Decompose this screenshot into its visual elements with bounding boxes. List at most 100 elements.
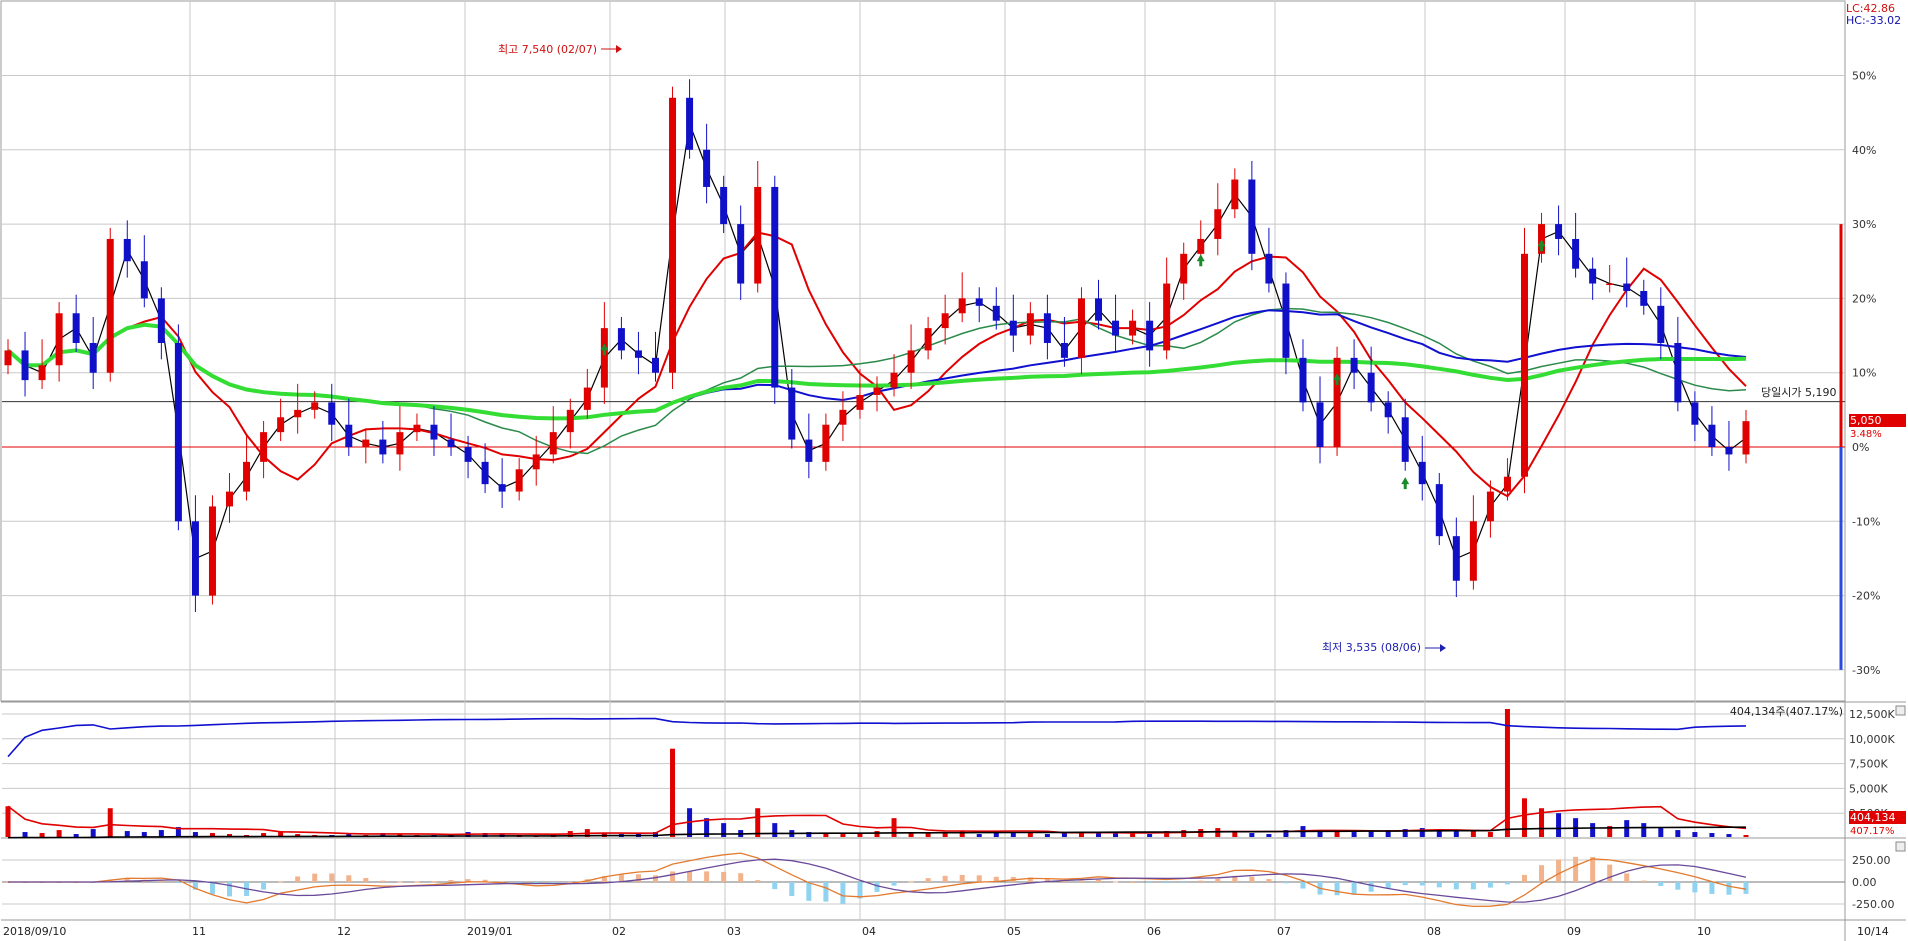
oscillator-bar <box>1402 882 1408 886</box>
volume-bar <box>925 833 931 837</box>
oscillator-bar <box>840 882 846 904</box>
volume-bar <box>227 834 233 837</box>
volume-indicator-line <box>7 826 1746 839</box>
oscillator-bar <box>499 881 505 883</box>
oscillator-bar <box>721 871 727 882</box>
candle <box>1367 346 1375 412</box>
volume-panel-toggle-icon[interactable] <box>1895 705 1906 716</box>
candle <box>1401 398 1409 471</box>
volume-bar <box>73 834 79 837</box>
buy-arrow-icon <box>1333 373 1342 386</box>
oscillator-bar <box>1283 882 1289 884</box>
candle <box>294 383 302 434</box>
volume-bar <box>482 833 488 837</box>
candle <box>157 287 165 360</box>
oscillator-bar <box>1027 877 1033 882</box>
volume-bar <box>1078 832 1084 837</box>
oscillator-bar <box>1078 880 1084 882</box>
high-arrow-icon <box>616 45 622 53</box>
cumulative-volume-label: 404,134주(407.17%) <box>1730 705 1843 718</box>
candle <box>1163 257 1171 360</box>
price-y-axis-labels: 50% 40% 30% 20% 10% 0% -10% -20% -30% <box>1852 70 1880 677</box>
oscillator-bar <box>380 880 386 882</box>
volume-bar <box>1266 834 1272 837</box>
volume-bar <box>1521 798 1527 837</box>
candle <box>1469 495 1477 590</box>
volume-bar <box>1147 834 1153 837</box>
time-axis-label: 10/14 <box>1857 925 1889 938</box>
candle <box>1589 257 1597 300</box>
price-y-tick-label: -10% <box>1852 515 1880 528</box>
time-axis-label: 09 <box>1567 925 1581 938</box>
volume-bar <box>652 832 658 837</box>
oscillator-bar <box>1539 865 1545 882</box>
candle <box>1503 458 1511 501</box>
oscillator-bar <box>295 876 301 882</box>
time-axis-label: 11 <box>192 925 206 938</box>
volume-bar <box>1436 830 1442 837</box>
oscillator-bar <box>312 873 318 882</box>
candle <box>1316 376 1324 464</box>
oscillator-bar <box>1061 880 1067 882</box>
candle <box>1095 279 1103 330</box>
oscillator-bar <box>414 881 420 883</box>
volume-bar <box>295 834 301 837</box>
price-y-tick-label: -30% <box>1852 664 1880 677</box>
volume-bar <box>704 818 710 837</box>
oscillator-bar <box>1590 857 1596 882</box>
candle <box>21 331 29 397</box>
oscillator-bar <box>806 882 812 901</box>
candle <box>583 368 591 419</box>
oscillator-bar <box>1181 882 1187 883</box>
candle <box>907 324 915 390</box>
oscillator-bar <box>1096 879 1102 882</box>
time-axis-labels: 2018/09/10 11 12 2019/01 02 03 04 05 06 07 08 09 10 1… <box>3 925 1889 938</box>
oscillator-bar <box>1215 878 1221 882</box>
oscillator-panel-toggle-icon[interactable] <box>1895 841 1906 852</box>
candle <box>617 316 625 360</box>
candle <box>1520 227 1528 494</box>
volume-bar <box>192 832 198 837</box>
volume-bar <box>823 833 829 837</box>
candle <box>226 473 234 523</box>
volume-bar <box>908 832 914 837</box>
candle <box>975 287 983 323</box>
time-axis-label: 03 <box>727 925 741 938</box>
oscillator-bar <box>993 876 999 882</box>
candle <box>532 435 540 486</box>
candle <box>1623 257 1631 308</box>
oscillator-y-tick-label: -250.00 <box>1852 898 1894 911</box>
candle <box>413 413 421 442</box>
volume-bar <box>1096 833 1102 837</box>
volume-bar <box>942 832 948 837</box>
oscillator-bar <box>1249 876 1255 882</box>
candle <box>345 398 353 456</box>
candle <box>1572 212 1580 278</box>
oscillator-bar <box>550 882 556 884</box>
oscillator-bar <box>772 882 778 890</box>
oscillator-bar <box>1624 873 1630 882</box>
candle <box>447 413 455 456</box>
oscillator-bar <box>209 882 215 895</box>
candle <box>1606 264 1614 293</box>
oscillator-bar <box>1709 882 1715 894</box>
candle <box>430 406 438 456</box>
candle <box>634 331 642 375</box>
volume-bar <box>806 832 812 837</box>
volume-bar <box>107 808 113 837</box>
oscillator-bar <box>1675 882 1681 890</box>
time-axis-label: 2019/01 <box>467 925 513 938</box>
price-y-tick-label: 20% <box>1852 292 1876 305</box>
oscillator-bar <box>652 875 658 882</box>
oscillator-bar <box>891 882 897 886</box>
volume-bar <box>857 833 863 837</box>
time-axis-label: 05 <box>1007 925 1021 938</box>
time-axis-label: 02 <box>612 925 626 938</box>
volume-bar <box>1232 832 1238 837</box>
price-y-tick-label: 0% <box>1852 441 1869 454</box>
oscillator-bar <box>601 876 607 882</box>
volume-bar <box>1470 831 1476 837</box>
oscillator-bar <box>567 881 573 883</box>
oscillator-bar <box>1419 882 1425 886</box>
